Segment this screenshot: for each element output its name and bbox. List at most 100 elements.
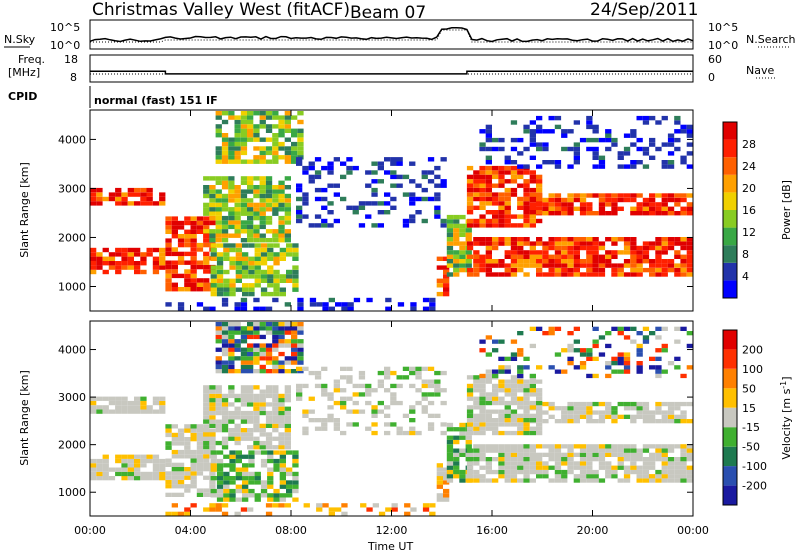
echo-cell <box>536 183 543 188</box>
echo-cell <box>234 511 241 516</box>
echo-cell <box>510 413 518 418</box>
echo-cell <box>686 267 693 273</box>
echo-cell <box>221 423 229 428</box>
echo-cell <box>479 409 486 414</box>
echo-cell <box>234 356 241 361</box>
echo-cell <box>611 361 618 366</box>
echo-cell <box>523 272 530 277</box>
echo-cell <box>498 369 505 374</box>
echo-cell <box>108 409 116 414</box>
echo-cell <box>223 463 230 468</box>
echo-cell <box>96 265 103 270</box>
echo-cell <box>209 507 216 512</box>
nsearch-label: N.Search <box>746 33 796 46</box>
echo-cell <box>536 406 543 411</box>
echo-cell <box>655 237 662 242</box>
echo-cell <box>473 418 480 423</box>
echo-cell <box>636 250 643 255</box>
echo-cell <box>221 398 229 403</box>
echo-cell <box>259 150 266 156</box>
echo-cell <box>96 409 103 414</box>
echo-cell <box>115 252 122 257</box>
echo-cell <box>308 396 315 401</box>
echo-cell <box>661 401 668 407</box>
echo-cell <box>352 409 359 414</box>
echo-cell <box>184 488 191 493</box>
echo-cell <box>504 241 511 246</box>
echo-cell <box>284 111 291 116</box>
echo-cell <box>642 151 650 156</box>
echo-cell <box>661 142 668 147</box>
echo-cell <box>184 242 191 248</box>
echo-cell <box>636 160 643 165</box>
echo-cell <box>649 241 656 246</box>
echo-cell <box>479 388 486 393</box>
echo-cell <box>203 211 210 216</box>
echo-cell <box>542 469 549 475</box>
echo-cell <box>296 218 303 224</box>
echo-cell <box>352 205 359 210</box>
echo-cell <box>466 245 474 251</box>
echo-cell <box>302 383 309 389</box>
echo-cell <box>302 192 309 197</box>
echo-cell <box>630 211 637 216</box>
echo-cell <box>286 484 293 489</box>
echo-cell <box>260 269 268 275</box>
echo-cell <box>234 343 241 348</box>
echo-cell <box>235 256 242 261</box>
echo-cell <box>655 474 662 479</box>
echo-cell <box>473 272 480 277</box>
echo-cell <box>605 465 612 470</box>
echo-cell <box>485 210 492 215</box>
echo-cell <box>443 488 450 494</box>
echo-cell <box>636 193 643 198</box>
echo-cell <box>649 410 656 415</box>
echo-cell <box>259 238 266 243</box>
echo-cell <box>536 388 543 393</box>
echo-cell <box>561 237 568 242</box>
echo-cell <box>171 503 178 508</box>
echo-cell <box>184 437 191 442</box>
echo-cell <box>492 369 499 374</box>
echo-cell <box>492 392 499 397</box>
echo-cell <box>322 302 329 307</box>
echo-cell <box>340 396 347 401</box>
colorbar-swatch <box>723 157 737 175</box>
echo-cell <box>561 474 568 479</box>
echo-cell <box>279 454 286 459</box>
echo-cell <box>617 369 624 374</box>
echo-cell <box>510 452 518 457</box>
echo-cell <box>221 141 229 147</box>
echo-cell <box>234 119 241 125</box>
echo-cell <box>517 452 524 457</box>
echo-cell <box>667 419 675 424</box>
echo-cell <box>259 207 266 212</box>
echo-cell <box>209 189 216 194</box>
echo-cell <box>371 422 378 427</box>
echo-cell <box>617 250 624 255</box>
echo-cell <box>248 274 255 279</box>
echo-cell <box>234 410 241 416</box>
echo-cell <box>554 259 562 264</box>
echo-cell <box>465 444 472 449</box>
echo-cell <box>592 401 599 407</box>
echo-cell <box>529 343 536 349</box>
echo-cell <box>642 206 650 211</box>
echo-cell <box>479 267 486 273</box>
echo-cell <box>253 322 260 327</box>
echo-cell <box>265 389 273 394</box>
echo-cell <box>215 176 222 181</box>
echo-cell <box>443 291 450 297</box>
echo-cell <box>210 463 217 468</box>
echo-cell <box>235 471 242 477</box>
echo-cell <box>278 398 285 403</box>
echo-cell <box>184 234 191 239</box>
echo-cell <box>209 193 216 199</box>
echo-cell <box>140 256 147 261</box>
echo-cell <box>228 330 235 335</box>
echo-cell <box>108 256 116 261</box>
echo-cell <box>680 373 687 379</box>
echo-cell <box>259 393 266 399</box>
echo-cell <box>203 242 210 248</box>
echo-cell <box>203 229 210 234</box>
